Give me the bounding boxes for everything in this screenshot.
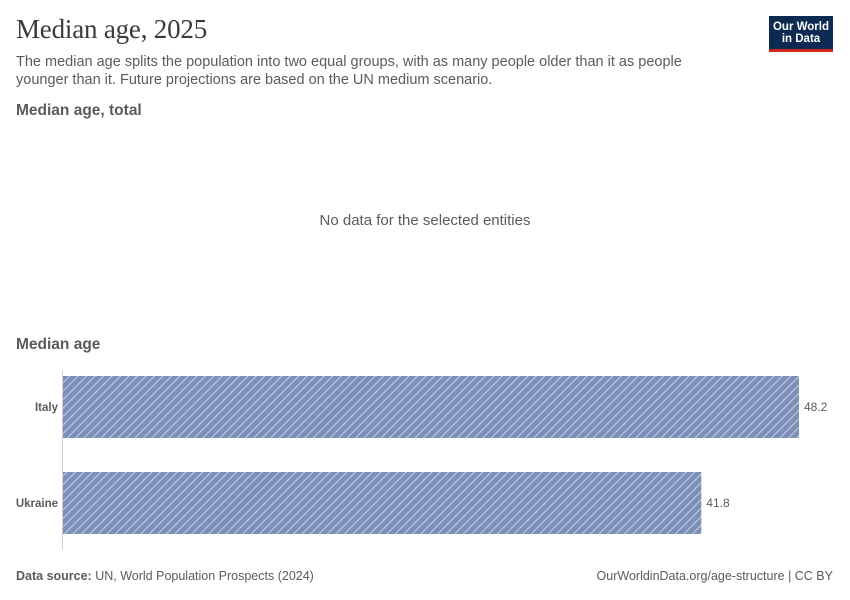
no-data-message: No data for the selected entities	[319, 212, 531, 229]
logo-line-1: Our World	[772, 20, 829, 33]
data-source-text: UN, World Population Prospects (2024)	[95, 569, 314, 583]
value-label-ukraine: 41.8	[706, 496, 730, 510]
bar-italy[interactable]	[63, 376, 799, 438]
median-age-bar-chart: Italy 48.2 Ukraine 41.8	[16, 370, 828, 550]
data-source: Data source: UN, World Population Prospe…	[16, 569, 314, 583]
data-source-label: Data source:	[16, 569, 92, 583]
panel-total-title: Median age, total	[16, 102, 142, 119]
panel-median-title: Median age	[16, 336, 101, 353]
category-label-ukraine: Ukraine	[16, 498, 58, 510]
logo-line-2: in Data	[781, 32, 821, 45]
owid-logo[interactable]: Our World in Data	[769, 16, 833, 52]
value-label-italy: 48.2	[804, 400, 828, 414]
category-label-italy: Italy	[35, 402, 59, 414]
source-url[interactable]: OurWorldinData.org/age-structure | CC BY	[596, 569, 833, 583]
chart-title: Median age, 2025	[16, 14, 207, 44]
bar-ukraine[interactable]	[63, 472, 702, 534]
chart-subtitle: The median age splits the population int…	[16, 54, 682, 88]
